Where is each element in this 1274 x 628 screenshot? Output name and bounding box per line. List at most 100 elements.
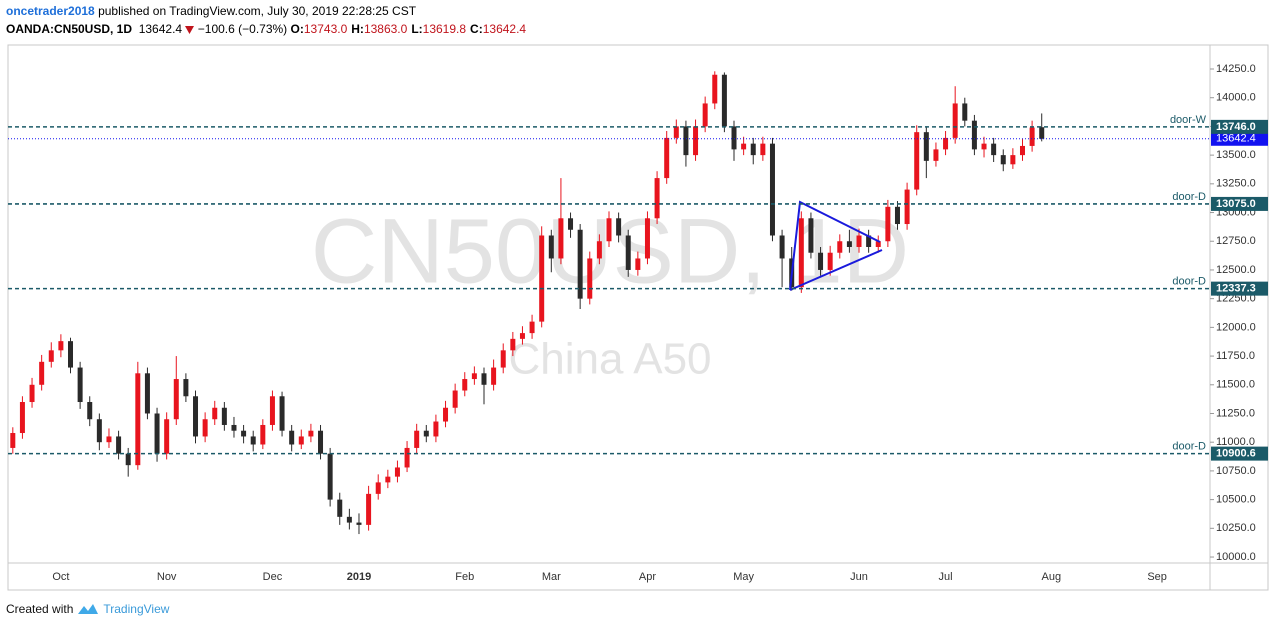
candle-body [712, 74, 718, 104]
y-tick-label: 10500.0 [1216, 494, 1256, 506]
x-tick-label: Jun [850, 571, 868, 583]
candle-body [87, 402, 93, 420]
ohlc-value: 13642.4 [482, 22, 527, 36]
level-label: 13075.0 [1216, 198, 1256, 210]
candle-body [837, 241, 843, 253]
candle-body [327, 453, 333, 500]
candle-body [356, 522, 362, 525]
x-tick-label: 2019 [347, 571, 371, 583]
candle-body [991, 143, 997, 156]
x-tick-label: Feb [455, 571, 474, 583]
candle-body [173, 379, 179, 420]
watermark: CN50USD, 1D [311, 200, 909, 302]
change: −100.6 (−0.73%) [197, 22, 288, 36]
candle-body [510, 338, 516, 351]
candle-body [1029, 127, 1035, 146]
candle-body [500, 350, 506, 368]
candle-body [808, 218, 814, 253]
candle-body [568, 218, 574, 230]
ohlc: O:13743.0 H:13863.0 L:13619.8 C:13642.4 [291, 22, 531, 36]
candle-body [856, 235, 862, 247]
candle-body [269, 396, 275, 425]
candle-body [1000, 155, 1006, 165]
y-tick-label: 10750.0 [1216, 465, 1256, 477]
published: published on TradingView.com, July 30, 2… [98, 4, 417, 18]
candle-body [914, 132, 920, 190]
candle-body [625, 235, 631, 270]
candle-body [962, 103, 968, 121]
candle-body [866, 235, 872, 247]
candle-body [818, 252, 824, 270]
level-name: door-D [1172, 191, 1206, 203]
candle-body [221, 407, 227, 425]
candle-body [212, 407, 218, 420]
candle-body [1039, 127, 1045, 139]
candle-body [346, 516, 352, 523]
candle-body [394, 467, 400, 477]
candle-body [452, 390, 458, 408]
candle-body [548, 235, 554, 259]
candle-body [664, 137, 670, 179]
candle-body [260, 424, 266, 445]
candle-body [491, 367, 497, 385]
ohlc-value: 13863.0 [363, 22, 408, 36]
symbol-line: OANDA:CN50USD, 1D 13642.4 −100.6 (−0.73%… [6, 22, 530, 36]
candle-body [414, 430, 420, 448]
candle-body [673, 126, 679, 138]
candle-body [587, 258, 593, 299]
candle-body [943, 137, 949, 150]
candle-body [106, 436, 112, 443]
candle-body [58, 341, 64, 351]
level-box [1211, 196, 1268, 211]
candle-body [337, 499, 343, 517]
y-tick-label: 14250.0 [1216, 63, 1256, 75]
candle-body [116, 436, 122, 454]
candle-body [404, 447, 410, 468]
candle-body [183, 379, 189, 397]
ohlc-label: O: [290, 22, 304, 36]
publish-line: oncetrader2018 published on TradingView.… [6, 4, 416, 18]
y-tick-label: 12750.0 [1216, 235, 1256, 247]
level-label: 12337.3 [1216, 283, 1256, 295]
candle-body [308, 430, 314, 437]
candle-body [519, 333, 525, 339]
candle-body [981, 143, 987, 150]
level-box [1211, 119, 1268, 134]
watermark-description: China A50 [508, 335, 711, 384]
candle-body [433, 421, 439, 437]
candle-body [616, 218, 622, 236]
candle-body [366, 493, 372, 525]
down-arrow [185, 26, 195, 34]
ohlc-value: 13619.8 [422, 22, 467, 36]
candle-body [894, 206, 900, 225]
author[interactable]: oncetrader2018 [6, 4, 95, 18]
candle-body [1019, 145, 1025, 156]
candle-body [885, 206, 891, 242]
triangle-drawing[interactable] [789, 249, 883, 291]
candle-body [654, 178, 660, 219]
y-tick-label: 11000.0 [1216, 436, 1255, 448]
y-tick-label: 11500.0 [1216, 379, 1255, 391]
candle-body [289, 430, 295, 445]
candle-body [10, 433, 16, 448]
x-tick-label: May [733, 571, 754, 583]
candle-body [769, 143, 775, 236]
candle-body [904, 189, 910, 225]
candle-body [231, 424, 237, 431]
candle-body [596, 241, 602, 259]
level-name: door-W [1170, 114, 1207, 126]
candle-body [202, 419, 208, 437]
candle-body [731, 126, 737, 150]
candle-body [721, 74, 727, 127]
y-tick-label: 14000.0 [1216, 92, 1256, 104]
candle-body [48, 350, 54, 362]
triangle-drawing[interactable] [789, 200, 881, 291]
level-label: 13746.0 [1216, 121, 1256, 133]
candle-body [760, 143, 766, 156]
level-name: door-D [1172, 276, 1206, 288]
y-tick-label: 12500.0 [1216, 264, 1256, 276]
candle-body [19, 402, 25, 434]
candle-body [298, 436, 304, 445]
